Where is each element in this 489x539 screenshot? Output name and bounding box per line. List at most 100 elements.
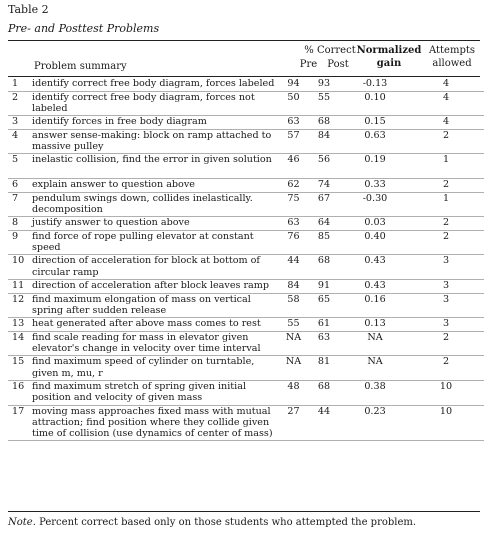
table-row: 13 heat generated after above mass comes… bbox=[8, 317, 484, 332]
table-caption: Pre- and Posttest Problems bbox=[8, 22, 160, 35]
normalized-gain: -0.13 bbox=[342, 78, 408, 92]
problem-summary: find scale reading for mass in elevator … bbox=[32, 331, 281, 357]
note-text: Percent correct based only on those stud… bbox=[35, 517, 417, 528]
post-score: 68 bbox=[306, 254, 342, 280]
header-problem-summary: Problem summary bbox=[34, 61, 127, 72]
post-score: 91 bbox=[306, 279, 342, 294]
post-score: 81 bbox=[306, 355, 342, 381]
post-score: 85 bbox=[306, 230, 342, 256]
attempts-allowed: 10 bbox=[408, 380, 484, 406]
normalized-gain: 0.63 bbox=[342, 129, 408, 155]
post-score: 63 bbox=[306, 331, 342, 357]
row-number: 17 bbox=[8, 405, 32, 442]
post-score: 55 bbox=[306, 91, 342, 117]
attempts-allowed: 4 bbox=[408, 91, 484, 117]
normalized-gain: 0.16 bbox=[342, 293, 408, 319]
post-score: 74 bbox=[306, 178, 342, 193]
problem-summary: find maximum stretch of spring given ini… bbox=[32, 380, 281, 406]
table-row: 4 answer sense-making: block on ramp att… bbox=[8, 129, 484, 155]
post-score: 61 bbox=[306, 317, 342, 332]
post-score: 67 bbox=[306, 192, 342, 218]
pre-score: 46 bbox=[281, 153, 306, 179]
header-bottom-rule bbox=[8, 76, 480, 77]
attempts-allowed: 2 bbox=[408, 216, 484, 231]
pre-score: NA bbox=[281, 355, 306, 381]
attempts-allowed: 1 bbox=[408, 153, 484, 179]
attempts-allowed: 4 bbox=[408, 78, 484, 92]
table-row: 11 direction of acceleration after block… bbox=[8, 279, 484, 294]
table-row: 3 identify forces in free body diagram 6… bbox=[8, 115, 484, 130]
pre-score: 27 bbox=[281, 405, 306, 442]
pre-score: 75 bbox=[281, 192, 306, 218]
table-top-rule bbox=[8, 40, 480, 41]
table-row: 1 identify correct free body diagram, fo… bbox=[8, 78, 484, 92]
table-row: 12 find maximum elongation of mass on ve… bbox=[8, 293, 484, 319]
row-number: 10 bbox=[8, 254, 32, 280]
problem-summary: identify correct free body diagram, forc… bbox=[32, 91, 281, 117]
normalized-gain: 0.38 bbox=[342, 380, 408, 406]
note-label: Note. bbox=[8, 517, 36, 528]
problem-summary: heat generated after above mass comes to… bbox=[32, 317, 281, 332]
table-row: 2 identify correct free body diagram, fo… bbox=[8, 91, 484, 117]
attempts-allowed: 2 bbox=[408, 230, 484, 256]
attempts-allowed: 10 bbox=[408, 405, 484, 442]
table-row: 17 moving mass approaches fixed mass wit… bbox=[8, 405, 484, 442]
attempts-allowed: 2 bbox=[408, 355, 484, 381]
pre-score: 48 bbox=[281, 380, 306, 406]
problem-summary: identify forces in free body diagram bbox=[32, 115, 281, 130]
row-number: 14 bbox=[8, 331, 32, 357]
normalized-gain: 0.43 bbox=[342, 279, 408, 294]
pre-score: 63 bbox=[281, 115, 306, 130]
row-number: 1 bbox=[8, 78, 32, 92]
pre-score: 57 bbox=[281, 129, 306, 155]
pre-score: 50 bbox=[281, 91, 306, 117]
normalized-gain: 0.40 bbox=[342, 230, 408, 256]
pre-score: 55 bbox=[281, 317, 306, 332]
attempts-allowed: 2 bbox=[408, 331, 484, 357]
row-number: 13 bbox=[8, 317, 32, 332]
normalized-gain: 0.10 bbox=[342, 91, 408, 117]
normalized-gain: 0.33 bbox=[342, 178, 408, 193]
problem-summary: explain answer to question above bbox=[32, 178, 281, 193]
problem-summary: inelastic collision, find the error in g… bbox=[32, 153, 281, 179]
row-number: 12 bbox=[8, 293, 32, 319]
problem-summary: justify answer to question above bbox=[32, 216, 281, 231]
table-bottom-rule bbox=[8, 511, 480, 512]
row-number: 8 bbox=[8, 216, 32, 231]
header-gain: gain bbox=[376, 58, 402, 69]
table-row: 6 explain answer to question above 62 74… bbox=[8, 178, 484, 193]
table-note: Note. Percent correct based only on thos… bbox=[8, 517, 416, 528]
post-score: 65 bbox=[306, 293, 342, 319]
header-allowed: allowed bbox=[432, 58, 472, 69]
attempts-allowed: 1 bbox=[408, 192, 484, 218]
table-row: 9 find force of rope pulling elevator at… bbox=[8, 230, 484, 256]
problem-summary: direction of acceleration for block at b… bbox=[32, 254, 281, 280]
table-row: 14 find scale reading for mass in elevat… bbox=[8, 331, 484, 357]
pre-score: 94 bbox=[281, 78, 306, 92]
problems-table: 1 identify correct free body diagram, fo… bbox=[8, 78, 484, 442]
problem-summary: direction of acceleration after block le… bbox=[32, 279, 281, 294]
header-normalized: Normalized bbox=[356, 45, 422, 56]
table-row: 15 find maximum speed of cylinder on tur… bbox=[8, 355, 484, 381]
normalized-gain: NA bbox=[342, 331, 408, 357]
pre-score: 84 bbox=[281, 279, 306, 294]
table-row: 8 justify answer to question above 63 64… bbox=[8, 216, 484, 231]
problem-summary: identify correct free body diagram, forc… bbox=[32, 78, 281, 92]
problem-summary: answer sense-making: block on ramp attac… bbox=[32, 129, 281, 155]
problem-summary: find force of rope pulling elevator at c… bbox=[32, 230, 281, 256]
row-number: 3 bbox=[8, 115, 32, 130]
attempts-allowed: 2 bbox=[408, 129, 484, 155]
pre-score: 44 bbox=[281, 254, 306, 280]
pre-score: 62 bbox=[281, 178, 306, 193]
attempts-allowed: 3 bbox=[408, 317, 484, 332]
attempts-allowed: 2 bbox=[408, 178, 484, 193]
header-attempts: Attempts bbox=[428, 45, 476, 56]
post-score: 93 bbox=[306, 78, 342, 92]
pre-score: 63 bbox=[281, 216, 306, 231]
table-row: 7 pendulum swings down, collides inelast… bbox=[8, 192, 484, 218]
normalized-gain: 0.15 bbox=[342, 115, 408, 130]
problem-summary: find maximum speed of cylinder on turnta… bbox=[32, 355, 281, 381]
normalized-gain: NA bbox=[342, 355, 408, 381]
table-row: 10 direction of acceleration for block a… bbox=[8, 254, 484, 280]
